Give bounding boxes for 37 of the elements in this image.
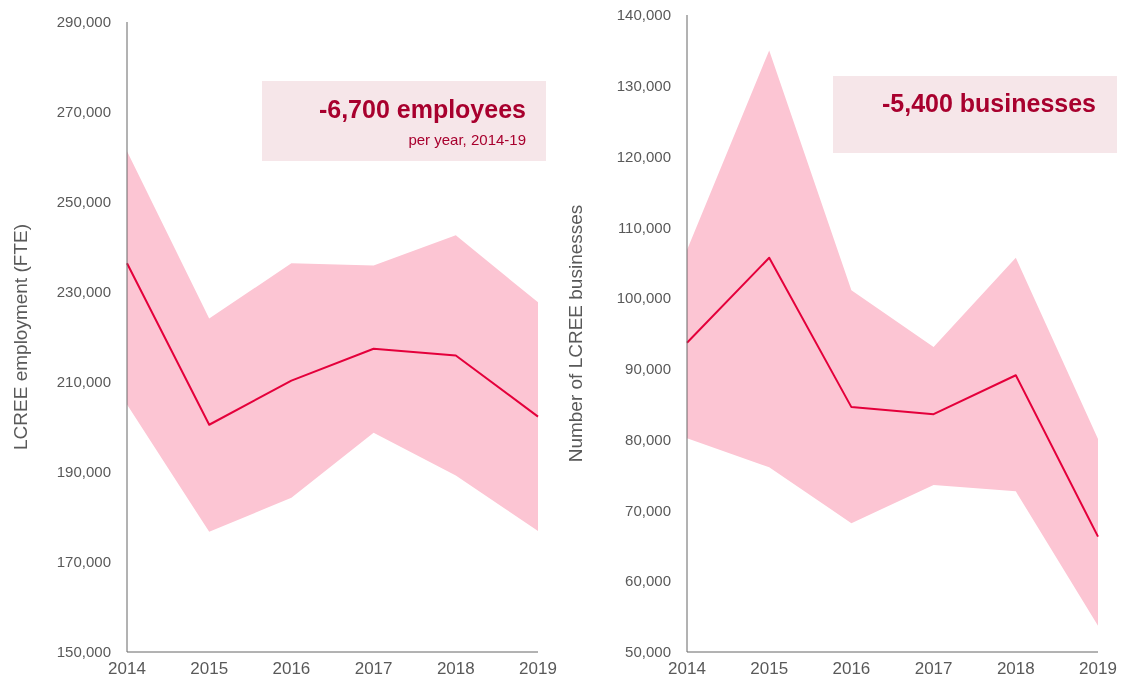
y-tick-label: 50,000 [625, 643, 671, 661]
y-tick-label: 70,000 [625, 501, 671, 519]
x-tick-label: 2014 [668, 659, 706, 678]
y-tick-label: 250,000 [56, 193, 111, 211]
y-tick-label: 100,000 [616, 289, 671, 307]
y-tick-label: 80,000 [625, 430, 671, 448]
y-tick-label: 130,000 [616, 77, 671, 95]
y-tick-label: 150,000 [56, 643, 111, 661]
x-tick-label: 2018 [436, 659, 475, 678]
x-tick-label: 2015 [190, 659, 229, 678]
x-tick-label: 2015 [750, 659, 789, 678]
y-axis-title: Number of LCREE businesses [565, 204, 586, 463]
y-tick-label: 110,000 [617, 218, 671, 236]
line-series [126, 262, 539, 426]
x-tick-label: 2016 [832, 659, 871, 678]
annotation: -5,400 businesses [881, 89, 1096, 117]
y-axis-title: LCREE employment (FTE) [10, 224, 31, 450]
y-tick-label: 170,000 [56, 553, 111, 571]
line-series [686, 256, 1099, 538]
y-tick-label: 140,000 [616, 6, 671, 24]
x-tick-label: 2019 [519, 659, 557, 678]
y-tick-label: 60,000 [625, 572, 671, 590]
y-tick-label: 190,000 [56, 463, 111, 481]
x-tick-label: 2017 [914, 659, 953, 678]
x-tick-label: 2018 [996, 659, 1035, 678]
y-tick-label: 230,000 [56, 283, 111, 301]
y-tick-label: 210,000 [56, 373, 111, 391]
x-tick-label: 2016 [272, 659, 311, 678]
x-tick-label: 2019 [1079, 659, 1117, 678]
annotation: per year, 2014-19 [408, 131, 526, 148]
y-tick-label: 90,000 [625, 360, 671, 378]
annotation: -6,700 employees [318, 95, 526, 123]
y-tick-label: 270,000 [56, 103, 111, 121]
x-tick-label: 2017 [354, 659, 393, 678]
y-tick-label: 290,000 [56, 13, 111, 31]
y-tick-label: 120,000 [616, 147, 671, 165]
x-tick-label: 2014 [108, 659, 146, 678]
